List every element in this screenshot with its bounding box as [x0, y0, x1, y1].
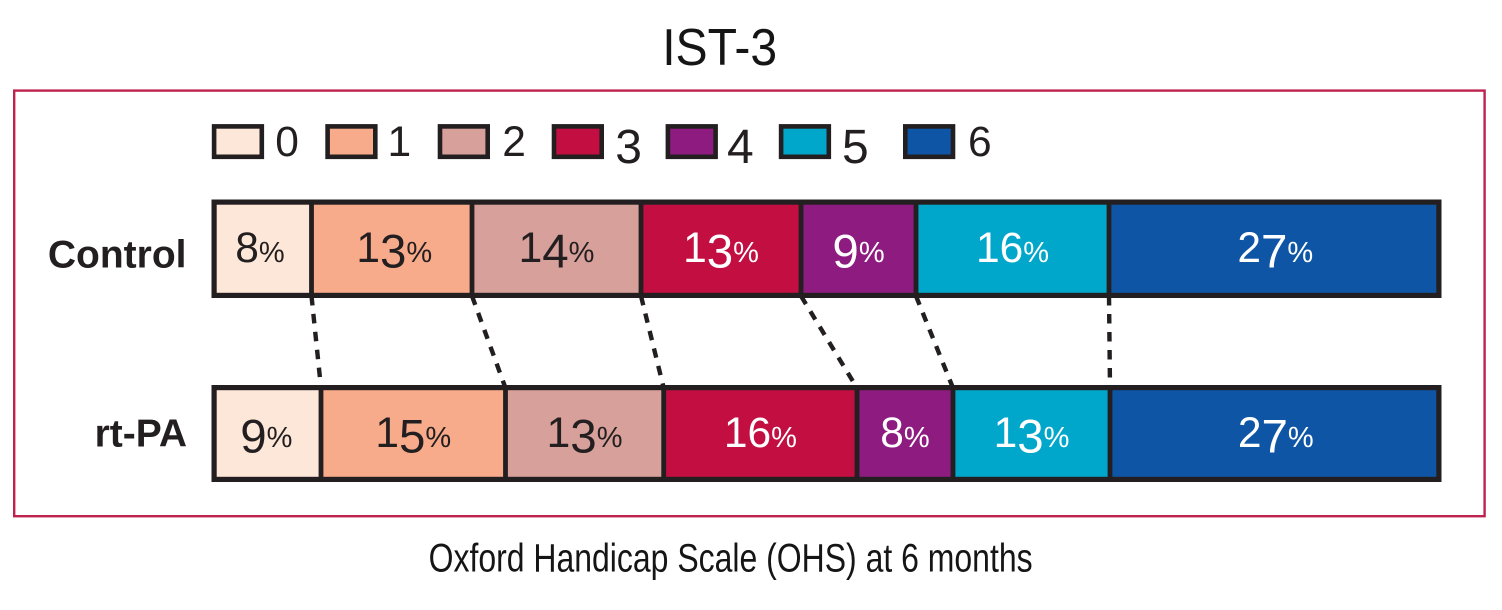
svg-text:6: 6 [968, 119, 992, 166]
svg-text:9%: 9% [832, 226, 884, 279]
svg-text:5: 5 [842, 121, 869, 174]
svg-text:0: 0 [275, 119, 299, 166]
svg-text:1: 1 [388, 119, 412, 166]
svg-text:4: 4 [727, 121, 754, 174]
svg-text:3: 3 [615, 121, 642, 174]
svg-text:rt-PA: rt-PA [95, 413, 187, 456]
svg-text:9%: 9% [240, 411, 292, 464]
svg-text:Control: Control [48, 234, 187, 277]
svg-text:27%: 27% [1237, 225, 1313, 279]
svg-text:2: 2 [502, 119, 526, 166]
svg-text:Oxford Handicap Scale (OHS) at: Oxford Handicap Scale (OHS) at 6 months [429, 537, 1033, 581]
svg-text:IST-3: IST-3 [662, 19, 777, 77]
